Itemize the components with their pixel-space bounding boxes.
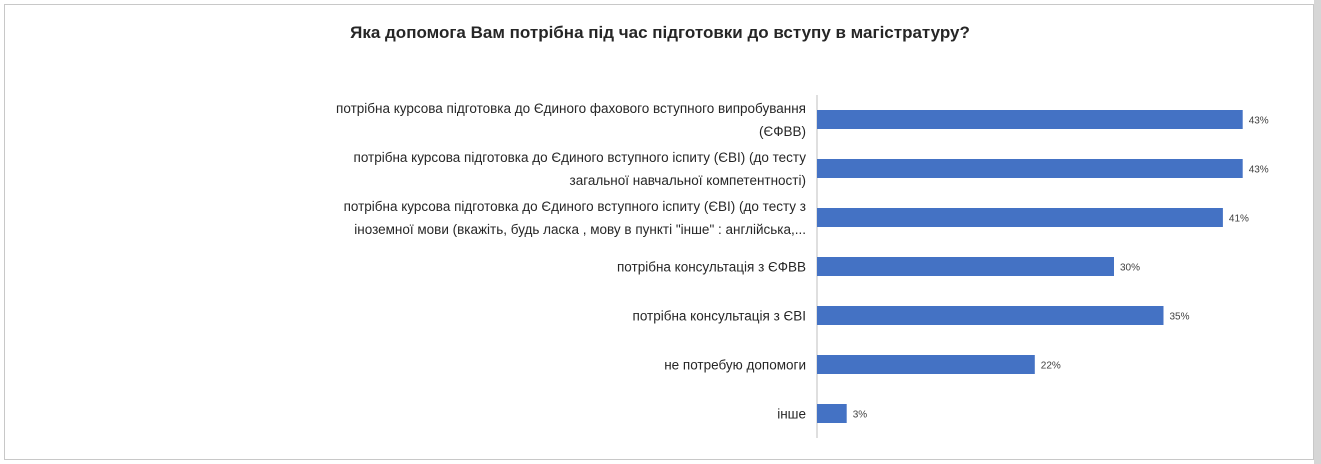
value-labels: 43% 43% 41% 30% 35% 22% 3% <box>853 116 1269 421</box>
bar-2 <box>817 208 1223 227</box>
category-label-0-line-1: (ЄФВВ) <box>759 124 806 139</box>
value-label-2: 41% <box>1229 214 1249 225</box>
bar-0 <box>817 110 1243 129</box>
category-label-2-line-1: іноземної мови (вкажіть, будь ласка , мо… <box>354 222 806 237</box>
chart-title: Яка допомога Вам потрібна під час підгот… <box>350 23 970 42</box>
chart-frame <box>4 4 1314 460</box>
bar-4 <box>817 306 1164 325</box>
value-label-1: 43% <box>1249 165 1269 176</box>
bars <box>817 110 1243 423</box>
category-labels: потрібна курсова підготовка до Єдиного ф… <box>336 101 806 422</box>
value-label-0: 43% <box>1249 116 1269 127</box>
value-label-6: 3% <box>853 410 868 421</box>
value-label-3: 30% <box>1120 263 1140 274</box>
category-label-2-line-0: потрібна курсова підготовка до Єдиного в… <box>344 199 806 214</box>
bar-6 <box>817 404 847 423</box>
bar-1 <box>817 159 1243 178</box>
category-label-6-line-0: інше <box>777 407 806 422</box>
category-label-0-line-0: потрібна курсова підготовка до Єдиного ф… <box>336 101 806 116</box>
window-edge <box>1314 0 1321 464</box>
category-label-4-line-0: потрібна консультація з ЄВІ <box>633 309 806 324</box>
value-label-4: 35% <box>1170 312 1190 323</box>
category-label-5-line-0: не потребую допомоги <box>664 358 806 373</box>
category-label-3-line-0: потрібна консультація з ЄФВВ <box>617 260 806 275</box>
category-label-1-line-0: потрібна курсова підготовка до Єдиного в… <box>354 150 807 165</box>
value-label-5: 22% <box>1041 361 1061 372</box>
bar-3 <box>817 257 1114 276</box>
bar-5 <box>817 355 1035 374</box>
category-label-1-line-1: загальної навчальної компетентності) <box>570 173 806 188</box>
